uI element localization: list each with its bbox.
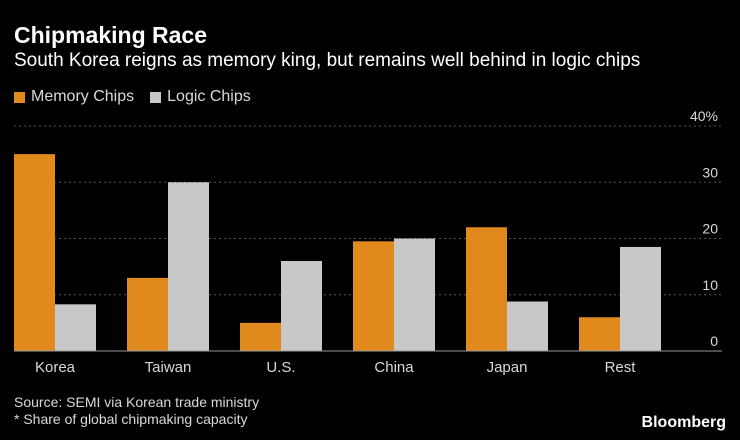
- bar-memory: [466, 227, 507, 351]
- legend-item-memory: Memory Chips: [14, 88, 134, 106]
- x-tick-label: Japan: [487, 359, 528, 376]
- legend-swatch-memory: [14, 91, 25, 103]
- legend: Memory Chips Logic Chips: [14, 88, 267, 106]
- source-note: Source: SEMI via Korean trade ministry: [14, 394, 260, 410]
- chart-subtitle: South Korea reigns as memory king, but r…: [14, 50, 641, 71]
- legend-item-logic: Logic Chips: [150, 88, 251, 106]
- bar-memory: [240, 322, 281, 351]
- legend-label-memory: Memory Chips: [31, 88, 135, 105]
- bar-logic: [168, 182, 209, 351]
- y-tick-label: 20: [702, 221, 718, 237]
- y-tick-label: 0: [710, 333, 718, 349]
- legend-label-logic: Logic Chips: [167, 88, 251, 105]
- bar-memory: [14, 154, 55, 351]
- y-tick-label: 40%: [690, 108, 718, 124]
- y-tick-label: 10: [702, 277, 718, 293]
- chart-title: Chipmaking Race: [14, 22, 207, 48]
- x-tick-label: Rest: [605, 359, 637, 376]
- footnote: * Share of global chipmaking capacity: [14, 411, 248, 427]
- bar-logic: [281, 261, 322, 351]
- legend-swatch-logic: [150, 91, 162, 103]
- bar-logic: [394, 238, 435, 351]
- bar-memory: [127, 277, 168, 351]
- bar-memory: [353, 241, 394, 351]
- bar-logic: [507, 301, 548, 351]
- bar-memory: [579, 317, 620, 351]
- bloomberg-logo: Bloomberg: [641, 414, 726, 431]
- footer: Source: SEMI via Korean trade ministry *…: [14, 394, 259, 428]
- bar-logic: [620, 246, 661, 351]
- x-tick-label: U.S.: [266, 359, 295, 376]
- x-tick-label: China: [374, 359, 414, 376]
- x-tick-label: Taiwan: [145, 359, 192, 376]
- bar-logic: [55, 304, 96, 351]
- y-tick-label: 30: [702, 164, 718, 180]
- x-tick-label: Korea: [35, 359, 76, 376]
